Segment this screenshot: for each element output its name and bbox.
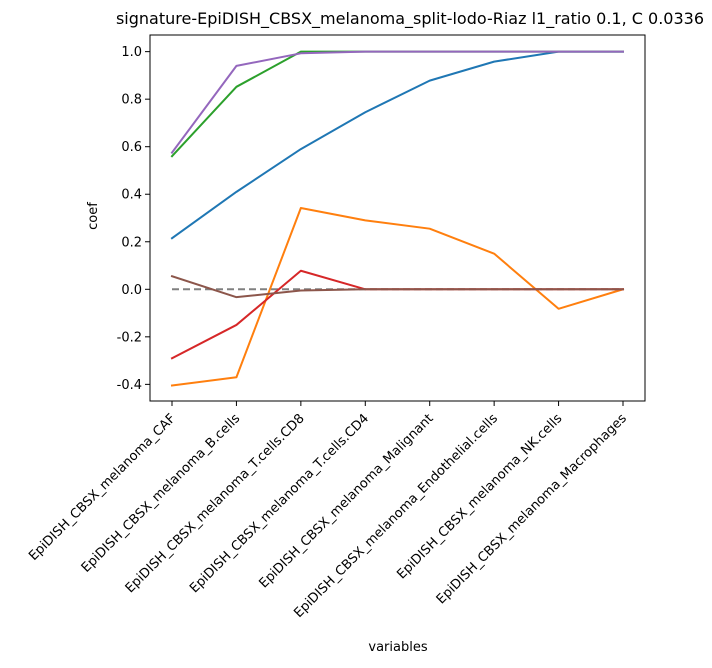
series-line-5 xyxy=(170,50,624,155)
y-tick-label: 0.6 xyxy=(121,140,142,155)
plot-area: -0.4-0.20.00.20.40.60.81.0EpiDISH_CBSX_m… xyxy=(26,34,646,621)
series-line-4 xyxy=(170,269,624,360)
series-line-2 xyxy=(170,207,625,387)
plot-frame xyxy=(149,34,646,402)
y-axis-label: coef xyxy=(86,202,101,230)
y-tick-label: -0.4 xyxy=(117,378,142,393)
series-line-1 xyxy=(170,50,624,240)
series-line-3 xyxy=(170,50,624,158)
y-tick-label: 1.0 xyxy=(121,45,142,60)
chart-title: signature-EpiDISH_CBSX_melanoma_split-lo… xyxy=(116,9,704,29)
series-line-6 xyxy=(170,274,624,299)
y-tick-label: 0.8 xyxy=(121,93,142,108)
y-tick-label: -0.2 xyxy=(117,330,142,345)
x-axis-label: variables xyxy=(368,640,427,655)
y-tick-label: 0.2 xyxy=(121,235,142,250)
y-tick-label: 0.4 xyxy=(121,188,142,203)
y-tick-label: 0.0 xyxy=(121,283,142,298)
